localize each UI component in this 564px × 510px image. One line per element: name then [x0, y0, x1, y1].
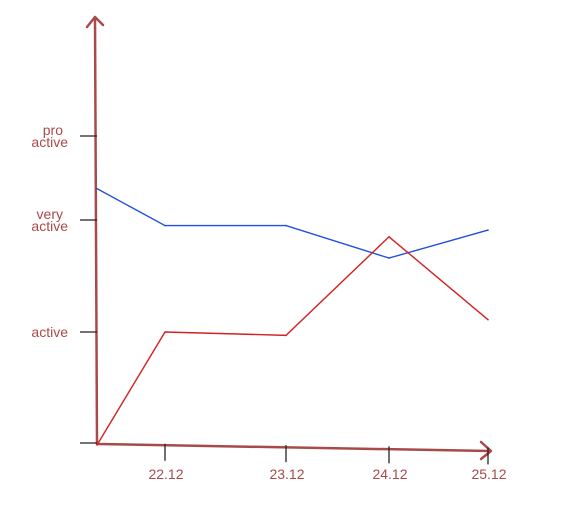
chart-ticks [80, 135, 489, 465]
x-tick-label-3: 25.12 [471, 466, 506, 482]
series-0-point-0 [96, 187, 98, 190]
series-0-point-2 [285, 224, 287, 227]
y-tick-label-2-line-1: active [31, 134, 68, 150]
y-tick-label-1-line-0: very [37, 206, 63, 222]
series-0-point-3 [388, 257, 390, 259]
y-tick-label-0: active [31, 324, 68, 340]
x-axis-arrowhead [479, 440, 493, 461]
y-tick-label-1-line-1: active [31, 218, 68, 234]
chart-series [96, 187, 489, 446]
y-tick-label-0-line-0: active [31, 324, 68, 340]
y-tick-label-1: very active [31, 206, 68, 234]
series-1-point-1 [164, 331, 166, 333]
series-0-line [96, 188, 489, 259]
series-1-point-4 [487, 318, 489, 321]
series-1-point-3 [388, 236, 390, 238]
x-axis-line [95, 442, 492, 453]
chart-axes [85, 15, 493, 461]
series-1-line [96, 235, 489, 446]
y-tick-label-2-line-0: pro [43, 122, 63, 138]
y-axis-line [93, 16, 99, 446]
y-axis-arrowhead [85, 15, 105, 29]
y-tick-label-2: pro active [31, 122, 68, 150]
x-tick-label-1: 23.12 [269, 466, 304, 482]
series-1-point-0 [96, 444, 98, 446]
x-tick-label-0: 22.12 [148, 466, 183, 482]
series-0-point-1 [164, 224, 166, 227]
series-0-point-4 [487, 229, 489, 231]
x-tick-label-2: 24.12 [372, 466, 407, 482]
series-1-point-2 [285, 334, 287, 337]
